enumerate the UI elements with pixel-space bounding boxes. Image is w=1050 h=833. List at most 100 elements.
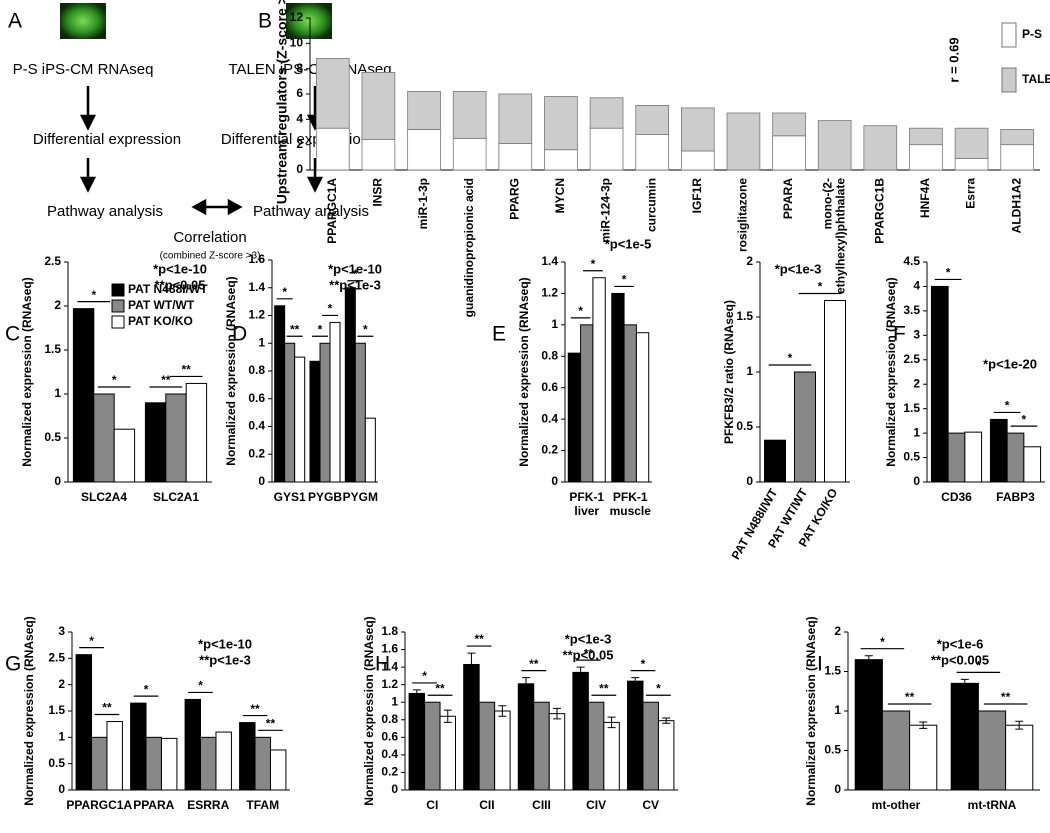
bar-segment bbox=[544, 96, 578, 151]
y-tick-label: 4.5 bbox=[903, 254, 920, 268]
x-tick-label: PPARGC1B bbox=[872, 178, 886, 244]
annotation: *p<1e-10 bbox=[198, 636, 252, 651]
y-tick-label: 0 bbox=[258, 474, 265, 488]
bar bbox=[587, 701, 605, 791]
y-tick-label: 2 bbox=[913, 376, 920, 390]
y-tick-label: 0 bbox=[391, 782, 398, 796]
bar-segment bbox=[1000, 129, 1035, 146]
annotation: *p<1e-3 bbox=[775, 261, 822, 276]
y-tick-label: 1.6 bbox=[248, 252, 265, 266]
y-tick-label: 1.6 bbox=[381, 642, 398, 656]
bar bbox=[424, 701, 441, 791]
x-tick-label: PPARA bbox=[133, 798, 174, 812]
x-tick-label: rosiglitazone bbox=[736, 178, 750, 252]
annotation: **p<0.05 bbox=[155, 277, 206, 292]
x-tick-label: PFK-1 bbox=[569, 490, 604, 504]
y-tick-label: 0.8 bbox=[381, 712, 398, 726]
error-bar bbox=[960, 678, 969, 688]
bar bbox=[160, 737, 178, 791]
bar bbox=[964, 431, 983, 483]
sig-label: ** bbox=[905, 690, 915, 704]
bar bbox=[91, 736, 108, 791]
bar-segment bbox=[635, 105, 670, 135]
bar bbox=[930, 285, 949, 483]
bar bbox=[106, 721, 123, 791]
sig-label: * bbox=[198, 679, 203, 693]
y-tick-label: 1.4 bbox=[381, 659, 398, 673]
y-tick-label: 3.5 bbox=[903, 303, 920, 317]
y-tick-label: 0.6 bbox=[248, 391, 265, 405]
bar bbox=[439, 715, 457, 791]
bar bbox=[764, 439, 786, 483]
bar bbox=[603, 721, 620, 791]
bar bbox=[611, 292, 625, 483]
error-bar bbox=[864, 655, 873, 665]
sig-label: ** bbox=[102, 701, 112, 715]
bar bbox=[284, 342, 296, 483]
y-tick-label: 1 bbox=[551, 317, 558, 331]
bar-segment bbox=[954, 158, 989, 171]
node-text: Correlation bbox=[173, 229, 246, 246]
annotation: *p<1e-5 bbox=[605, 236, 652, 251]
bar-segment bbox=[315, 58, 350, 129]
bar-segment bbox=[498, 142, 533, 171]
legend-label: PAT KO/KO bbox=[128, 314, 193, 328]
bar bbox=[274, 305, 286, 483]
bar bbox=[364, 417, 376, 483]
y-tick-label: 0.8 bbox=[541, 348, 558, 362]
y-tick-label: 0.5 bbox=[903, 450, 920, 464]
sig-label: ** bbox=[290, 322, 300, 336]
y-tick-label: 1 bbox=[391, 694, 398, 708]
bar bbox=[478, 701, 496, 791]
bar bbox=[184, 698, 202, 791]
annotation: r = 0.69 bbox=[946, 37, 961, 82]
sig-label: * bbox=[328, 302, 333, 316]
x-tick-label: TFAM bbox=[246, 798, 279, 812]
x-tick-label: mono-(2- bbox=[820, 178, 834, 229]
bar bbox=[463, 663, 480, 791]
annotation: *p<1e-20 bbox=[983, 356, 1037, 371]
bar bbox=[635, 332, 650, 483]
bar bbox=[824, 300, 846, 483]
x-tick-label: SLC2A1 bbox=[153, 490, 199, 504]
y-tick-label: 1.5 bbox=[824, 664, 841, 678]
bar-segment bbox=[680, 150, 715, 171]
bar bbox=[1005, 724, 1034, 791]
x-tick-label: IGF1R bbox=[690, 178, 704, 214]
x-tick-label: PPARGC1A bbox=[325, 178, 339, 244]
bar bbox=[75, 654, 93, 791]
sig-label: ** bbox=[266, 717, 276, 731]
y-axis-label: Normalized expression (RNAseq) bbox=[517, 277, 531, 466]
bar bbox=[533, 701, 550, 791]
sig-label: ** bbox=[435, 681, 445, 695]
bar bbox=[580, 324, 594, 483]
y-tick-label: 12 bbox=[290, 10, 304, 24]
bar-segment bbox=[544, 149, 578, 171]
bar bbox=[642, 701, 659, 791]
sig-label: * bbox=[353, 267, 358, 281]
sig-label: * bbox=[622, 273, 627, 287]
sig-label: * bbox=[880, 635, 885, 649]
node-note: (combined Z-score >3) bbox=[160, 251, 261, 262]
sig-label: * bbox=[89, 634, 94, 648]
x-tick-label: muscle bbox=[610, 504, 652, 518]
bar bbox=[93, 393, 115, 483]
x-tick-label: PYGM bbox=[343, 490, 378, 504]
error-bar bbox=[522, 677, 531, 691]
sig-label: * bbox=[818, 280, 823, 294]
error-bar bbox=[631, 677, 640, 686]
y-tick-label: 0.6 bbox=[381, 730, 398, 744]
sig-label: * bbox=[1005, 399, 1010, 413]
x-tick-label: HNF4A bbox=[918, 178, 932, 218]
bar bbox=[113, 428, 136, 483]
x-tick-label: SLC2A4 bbox=[81, 490, 127, 504]
y-tick-label: 0.4 bbox=[381, 747, 398, 761]
x-tick-label: ethylhexyl)phthalate bbox=[833, 178, 847, 294]
y-tick-label: 0 bbox=[296, 162, 303, 176]
y-axis-label: Normalized expression (RNAseq) bbox=[884, 277, 898, 466]
y-tick-label: 2 bbox=[54, 298, 61, 312]
y-tick-label: 0.5 bbox=[824, 743, 841, 757]
y-tick-label: 1.2 bbox=[381, 677, 398, 691]
sig-label: * bbox=[91, 288, 96, 302]
